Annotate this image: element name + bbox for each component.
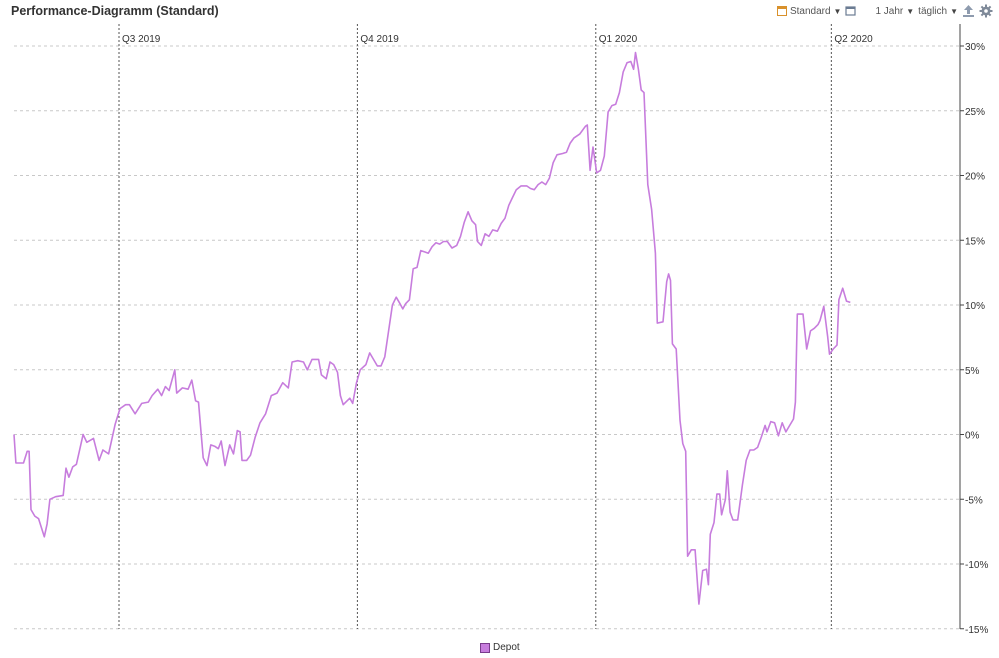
chevron-down-icon: ▼ bbox=[906, 6, 915, 16]
y-tick-label: 20% bbox=[965, 172, 985, 183]
quarter-label: Q3 2019 bbox=[122, 34, 161, 45]
view-selector[interactable]: Standard ▼ bbox=[776, 5, 842, 17]
chevron-down-icon: ▼ bbox=[950, 6, 958, 16]
chart-controls: Standard ▼ 1 Jahr ▼ täglich ▼ bbox=[776, 4, 993, 18]
period-selector[interactable]: 1 Jahr ▼ bbox=[875, 6, 914, 17]
quarter-label: Q2 2020 bbox=[834, 34, 873, 45]
interval-selector-label: täglich bbox=[918, 5, 948, 17]
y-tick-label: -15% bbox=[965, 625, 988, 636]
chart-title: Performance-Diagramm (Standard) bbox=[11, 4, 219, 18]
settings-button[interactable] bbox=[979, 4, 993, 18]
y-tick-label: -10% bbox=[965, 560, 988, 571]
y-tick-label: 5% bbox=[965, 366, 980, 377]
series-line-depot bbox=[13, 51, 851, 605]
y-tick-label: 10% bbox=[965, 301, 985, 312]
performance-chart: 30% 25% 20% 15% 10% 5% 0% -5% -10% -15% Q3 2019 Q4 … bbox=[13, 24, 988, 636]
chart-legend[interactable]: Depot bbox=[480, 642, 520, 653]
y-tick-label: 15% bbox=[965, 236, 985, 247]
legend-label: Depot bbox=[493, 642, 520, 653]
view-selector-label: Standard bbox=[789, 5, 831, 17]
new-window-button[interactable] bbox=[845, 5, 857, 17]
period-selector-label: 1 Jahr bbox=[875, 5, 904, 17]
interval-selector[interactable]: täglich ▼ bbox=[918, 6, 958, 17]
y-tick-label: 0% bbox=[965, 431, 980, 442]
calendar-icon bbox=[776, 6, 787, 16]
quarter-label: Q4 2019 bbox=[360, 34, 399, 45]
y-tick-label: 30% bbox=[965, 42, 985, 53]
window-icon bbox=[845, 6, 857, 16]
legend-swatch bbox=[480, 642, 490, 653]
gear-icon bbox=[979, 4, 993, 18]
y-tick-label: 25% bbox=[965, 107, 985, 118]
export-icon bbox=[963, 5, 974, 17]
quarter-label: Q1 2020 bbox=[599, 34, 638, 45]
y-tick-label: -5% bbox=[965, 495, 983, 506]
export-button[interactable] bbox=[962, 4, 975, 18]
chevron-down-icon: ▼ bbox=[833, 6, 842, 16]
chart-header: Performance-Diagramm (Standard) Standard… bbox=[0, 0, 999, 24]
